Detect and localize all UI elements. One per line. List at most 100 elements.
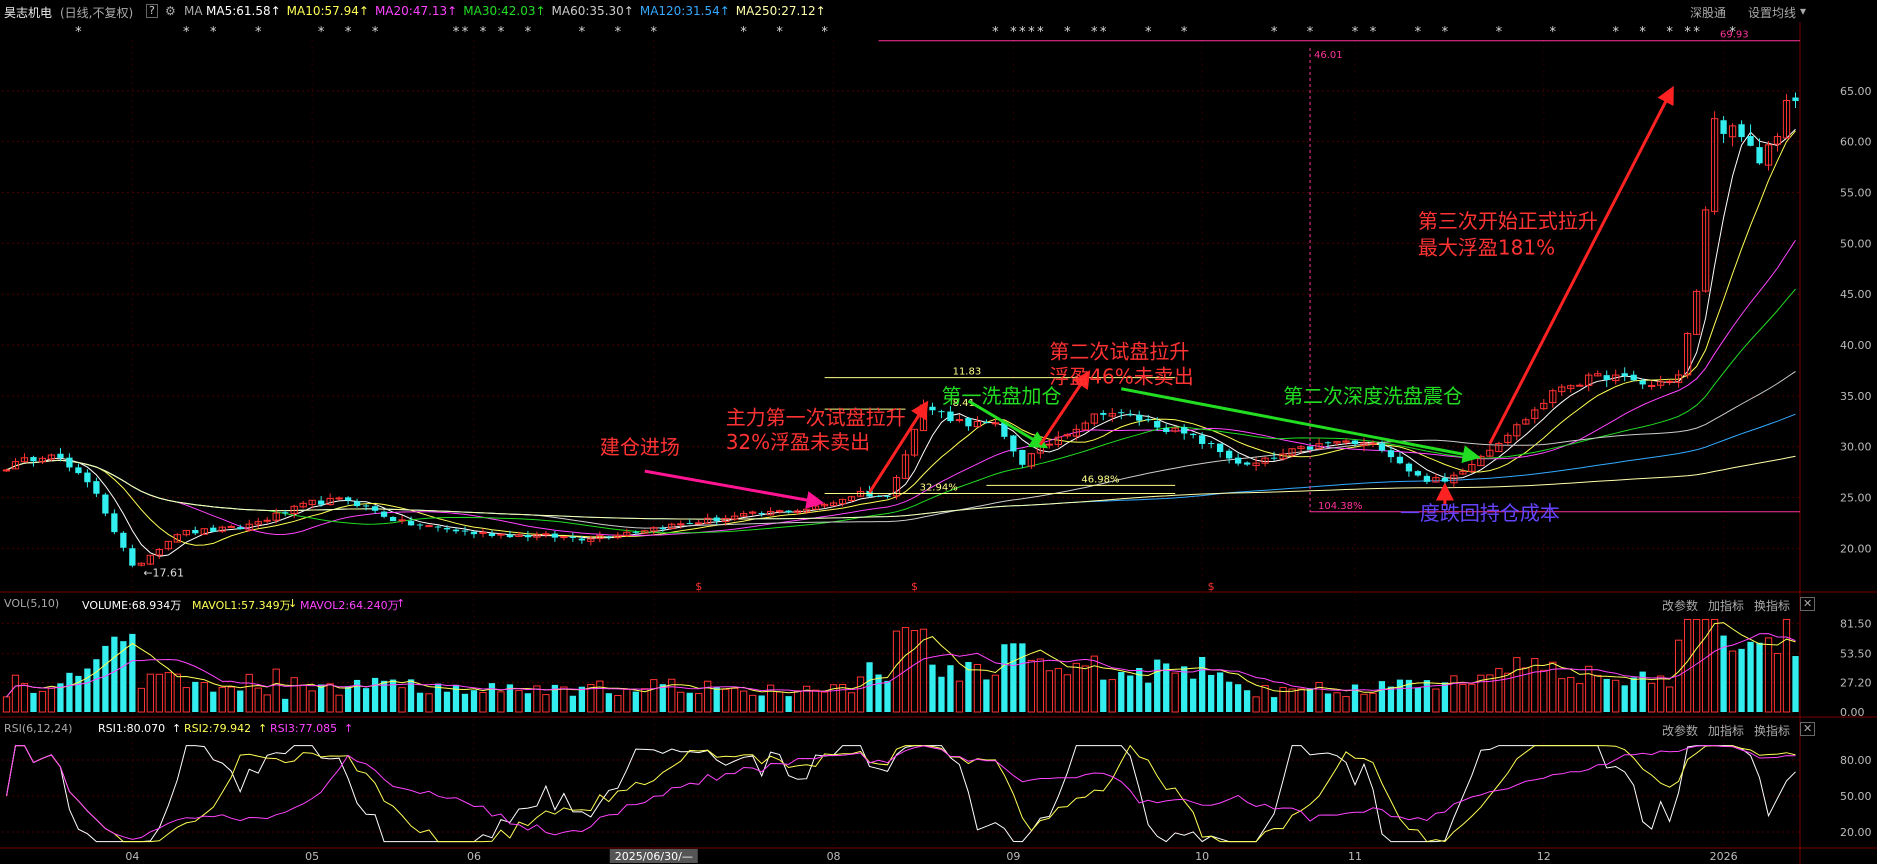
volume-bar — [1072, 662, 1080, 713]
volume-bar — [1171, 672, 1179, 713]
volume-bar — [155, 673, 163, 713]
candle — [1764, 144, 1773, 166]
price-tick-label: 55.00 — [1840, 187, 1872, 200]
volume-bar — [326, 683, 334, 713]
volume-bar — [227, 686, 235, 713]
set-ma-button[interactable]: 设置均线 — [1748, 6, 1797, 20]
time-axis-label: 12 — [1537, 850, 1551, 863]
time-axis-label: 04 — [125, 850, 139, 863]
volume-bar — [75, 675, 82, 712]
annotation-arrow — [967, 399, 1049, 449]
volume-bar — [1216, 672, 1224, 712]
volume-bar — [506, 684, 514, 712]
candle — [947, 411, 954, 422]
volume-bar — [1333, 692, 1341, 713]
event-star-icon: * — [1415, 25, 1422, 40]
help-icon[interactable]: ? — [146, 4, 158, 18]
volume-tick-label: 53.50 — [1840, 648, 1872, 661]
volume-bar — [938, 676, 945, 712]
vol-close-icon[interactable]: ✕ — [1800, 597, 1816, 611]
rsi2-value: RSI2:79.942 — [184, 722, 252, 735]
volume-bar — [1450, 675, 1458, 713]
candle — [1270, 457, 1278, 459]
mavol2-value: MAVOL2:64.240万 — [300, 599, 399, 612]
volume-bar — [983, 679, 990, 712]
rsi-close-icon[interactable]: ✕ — [1800, 722, 1816, 736]
candle — [75, 467, 82, 474]
volume-bar — [443, 691, 451, 712]
candle — [84, 472, 91, 483]
volume-bar — [1423, 680, 1431, 712]
price-tick-label: 45.00 — [1840, 288, 1872, 301]
volume-bar — [1441, 682, 1449, 712]
volume-tick-label: 81.50 — [1840, 617, 1872, 630]
volume-bar — [84, 668, 91, 712]
event-star-icon: * — [992, 25, 999, 40]
volume-bar — [245, 673, 253, 713]
candle — [1360, 442, 1368, 446]
candle — [1630, 374, 1637, 381]
rsi-switch-indicator-button[interactable]: 换指标 — [1754, 724, 1791, 738]
volume-bar — [686, 692, 693, 712]
candle — [892, 477, 901, 497]
volume-bar — [218, 686, 226, 713]
volume-bar — [955, 680, 964, 713]
volume-bar — [901, 627, 910, 713]
volume-bar — [434, 683, 442, 712]
candle — [1252, 462, 1260, 467]
volume-bar — [1603, 678, 1610, 712]
candle — [155, 549, 163, 556]
volume-bar — [1657, 675, 1665, 713]
shenguton-link[interactable]: 深股通 — [1690, 6, 1727, 20]
volume-bar — [1585, 665, 1593, 713]
rsi-add-indicator-button[interactable]: 加指标 — [1708, 724, 1745, 738]
rsi-edit-params-button[interactable]: 改参数 — [1662, 724, 1699, 738]
event-star-icon: * — [480, 25, 487, 40]
candle — [1657, 381, 1665, 386]
annotation-arrow — [644, 469, 825, 509]
volume-bar — [1630, 677, 1637, 712]
volume-bar — [1782, 618, 1791, 713]
candle — [1558, 386, 1566, 393]
event-star-icon: * — [1550, 25, 1557, 40]
chart-mode: (日线,不复权) — [60, 6, 134, 20]
candle — [1756, 147, 1763, 164]
volume-bar — [866, 662, 873, 712]
candle — [1594, 373, 1602, 377]
volume-bar — [192, 681, 199, 712]
candle — [1486, 449, 1494, 457]
volume-bar — [524, 693, 532, 712]
candle — [1504, 434, 1512, 443]
volume-bar — [66, 672, 73, 712]
candle — [1208, 443, 1215, 445]
volume-bar — [1701, 618, 1710, 713]
candle — [1720, 120, 1727, 134]
volume-bar — [587, 684, 595, 713]
candle — [1387, 450, 1395, 458]
vol-switch-indicator-button[interactable]: 换指标 — [1754, 599, 1791, 613]
vol-edit-params-button[interactable]: 改参数 — [1662, 599, 1699, 613]
gear-icon[interactable]: ⚙ — [165, 4, 176, 18]
volume-bar — [137, 687, 145, 713]
candle — [965, 417, 972, 427]
volume-bar — [452, 684, 460, 712]
stock-name[interactable]: 昊志机电 — [4, 6, 53, 20]
chevron-down-icon[interactable]: ▾ — [1800, 4, 1807, 18]
time-axis-label: 08 — [827, 850, 841, 863]
volume-bar — [488, 683, 496, 712]
candle — [263, 519, 271, 522]
candle — [1710, 118, 1719, 212]
volume-bar — [371, 677, 379, 712]
volume-bar — [1063, 674, 1071, 713]
candle — [910, 428, 919, 456]
volume-bar — [38, 690, 47, 713]
volume-bar — [1118, 671, 1125, 712]
candle — [793, 510, 802, 513]
volume-bar — [1728, 650, 1737, 713]
candle — [1045, 443, 1053, 446]
candle — [1315, 443, 1323, 450]
volume-bar — [659, 684, 666, 712]
vol-add-indicator-button[interactable]: 加指标 — [1708, 599, 1745, 613]
candle — [722, 517, 730, 523]
